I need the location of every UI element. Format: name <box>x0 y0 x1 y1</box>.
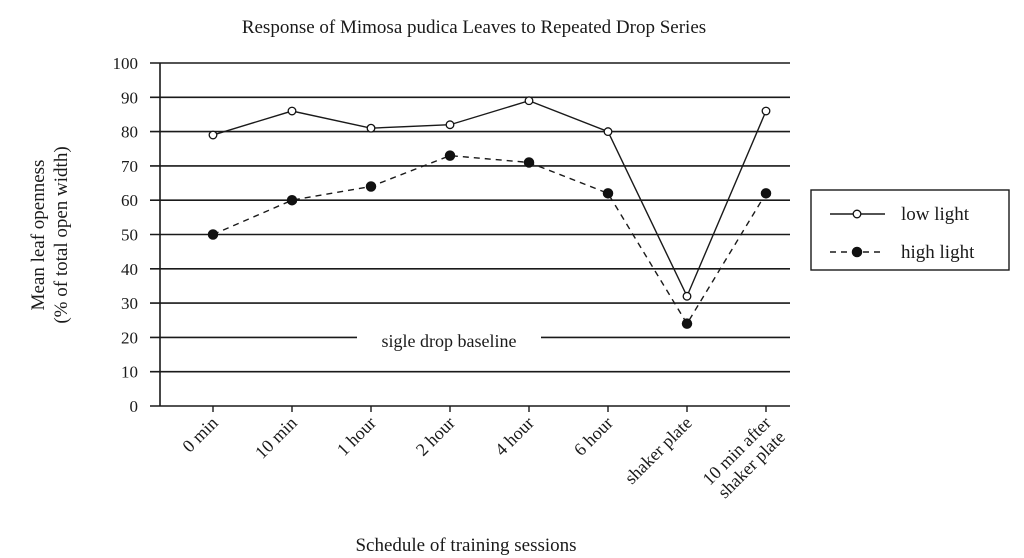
y-tick-label: 50 <box>121 226 138 245</box>
x-tick-label: 6 hour <box>570 413 617 460</box>
data-point <box>524 96 534 106</box>
legend: low light high light <box>810 189 1010 271</box>
legend-entries: low light high light <box>830 204 975 263</box>
x-tick-label-group: shaker plate <box>621 413 696 488</box>
y-axis-ticks: 0 10 20 30 40 50 60 70 80 90 100 <box>113 54 139 416</box>
y-axis-label-line2: (% of total open width) <box>51 146 72 323</box>
x-tick-label-group: 2 hour <box>412 413 459 460</box>
data-point <box>761 106 771 116</box>
y-tick-label: 20 <box>121 328 138 347</box>
data-point <box>444 150 456 161</box>
y-tick-label: 40 <box>121 260 138 279</box>
legend-box <box>810 189 1010 271</box>
baseline-label-background <box>357 328 541 352</box>
y-tick-label: 100 <box>113 54 139 73</box>
x-tick-label-group: 6 hour <box>570 413 617 460</box>
data-point <box>286 194 298 206</box>
data-point <box>208 130 218 140</box>
series-line <box>212 154 767 326</box>
legend-marker <box>851 246 863 258</box>
x-axis-label: Schedule of training sessions <box>355 535 576 556</box>
y-axis-label: Mean leaf openness (% of total open widt… <box>28 146 72 323</box>
chart-title: Response of Mimosa pudica Leaves to Repe… <box>242 17 706 38</box>
data-point <box>207 229 219 240</box>
series-line <box>212 99 767 298</box>
data-point <box>365 181 377 192</box>
data-point <box>366 123 376 133</box>
x-tick-label-group: 0 min <box>178 413 221 456</box>
data-point <box>681 318 693 329</box>
data-point <box>760 188 772 199</box>
x-tick-label: shaker plate <box>621 413 696 488</box>
y-tick-label: 30 <box>121 294 138 313</box>
gridlines <box>150 62 790 407</box>
y-axis-label-line1: Mean leaf openness <box>28 160 49 311</box>
baseline-annotation: sigle drop baseline <box>382 331 517 351</box>
x-tick-label: 1 hour <box>333 413 380 460</box>
series <box>207 96 772 329</box>
legend-label: high light <box>901 242 975 263</box>
x-tick-label-group: 10 min <box>251 413 301 463</box>
legend-marker <box>852 209 862 219</box>
data-point <box>602 188 614 199</box>
x-tick-label-group: 1 hour <box>333 413 380 460</box>
y-tick-label: 90 <box>121 88 138 107</box>
data-point <box>682 291 692 301</box>
data-point <box>445 120 455 130</box>
x-tick-label: 10 min <box>251 413 301 463</box>
y-tick-label: 70 <box>121 157 138 176</box>
x-tick-label: 4 hour <box>491 413 538 460</box>
y-tick-label: 10 <box>121 363 138 382</box>
legend-label: low light <box>901 204 970 225</box>
data-point <box>603 127 613 137</box>
data-point <box>287 106 297 116</box>
y-tick-label: 0 <box>130 397 139 416</box>
x-tick-label: 2 hour <box>412 413 459 460</box>
x-tick-label-group: 4 hour <box>491 413 538 460</box>
y-tick-label: 60 <box>121 191 138 210</box>
data-point <box>523 157 535 168</box>
x-tick-label: 0 min <box>178 413 221 456</box>
x-axis-ticks: 0 min 10 min 1 hour 2 hour 4 hour 6 hour shake… <box>178 406 789 502</box>
y-tick-label: 80 <box>121 123 138 142</box>
